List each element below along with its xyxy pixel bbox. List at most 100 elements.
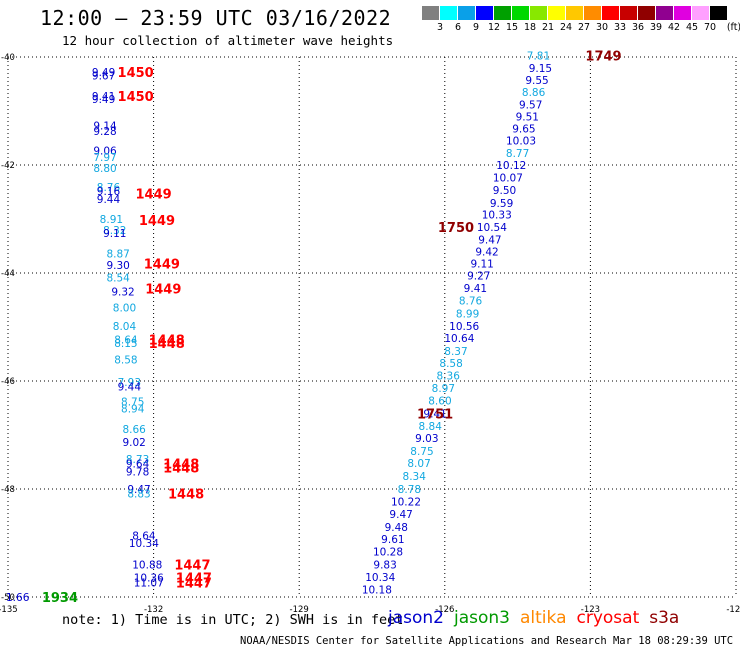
- lon-axis-label: -126: [435, 605, 454, 615]
- swh-value: 10.22: [391, 496, 421, 508]
- swh-value: 9.11: [470, 258, 493, 270]
- time-label: 1449: [144, 257, 180, 272]
- time-label: 1449: [136, 188, 172, 203]
- lat-axis-label: -50: [1, 593, 15, 603]
- swh-value: 10.36: [134, 573, 164, 585]
- swh-value: 10.34: [365, 572, 395, 584]
- swh-value: 10.03: [506, 136, 536, 148]
- swh-value: 1.66: [6, 592, 30, 604]
- legend-tick-label: 36: [631, 22, 645, 33]
- swh-value: 9.50: [493, 185, 516, 197]
- legend-swatch: [440, 6, 457, 20]
- legend-tick-label: 9: [472, 22, 480, 33]
- swh-value: 9.65: [512, 123, 535, 135]
- swh-value: 7.97: [93, 152, 116, 164]
- swh-value: 8.78: [398, 484, 421, 496]
- swh-value: 9.06: [93, 145, 117, 157]
- swh-value: 9.57: [519, 100, 542, 112]
- legend-swatch: [710, 6, 727, 20]
- legend-tick-label: 39: [649, 22, 663, 33]
- swh-value: 8.80: [93, 163, 116, 175]
- map-title: 12:00 — 23:59 UTC 03/16/2022: [40, 6, 392, 30]
- time-label: 1450: [118, 90, 154, 105]
- swh-value: 8.73: [126, 454, 149, 466]
- time-label: 1450: [118, 66, 154, 81]
- swh-value: 8.32: [103, 225, 126, 237]
- swh-value: 11.07: [134, 577, 164, 589]
- time-label: 1448: [163, 461, 199, 476]
- lat-axis-label: -46: [1, 377, 15, 387]
- swh-value: 8.07: [407, 458, 430, 470]
- swh-value: 9.48: [385, 522, 408, 534]
- time-label: 1449: [145, 283, 181, 298]
- legend-swatch: [548, 6, 565, 20]
- swh-value: 8.00: [113, 303, 136, 315]
- legend-swatch: [620, 6, 637, 20]
- swh-value: 9.28: [93, 126, 116, 138]
- legend-tick-label: 21: [541, 22, 555, 33]
- legend-tick-label: 42: [667, 22, 681, 33]
- time-label: 1750: [438, 221, 474, 236]
- swh-value: 9.16: [97, 186, 121, 198]
- swh-value: 8.84: [419, 421, 443, 433]
- legend-swatch: [512, 6, 529, 20]
- lon-axis-label: -123: [581, 605, 600, 615]
- swh-value: 9.30: [106, 260, 129, 272]
- swh-value: 7.93: [118, 377, 141, 389]
- legend-tick-label: 24: [559, 22, 573, 33]
- lat-axis-label: -44: [1, 269, 15, 279]
- swh-value: 8.97: [432, 383, 455, 395]
- time-label: 1934: [42, 591, 78, 606]
- swh-value: 9.42: [475, 246, 498, 258]
- swh-value: 8.58: [439, 358, 462, 370]
- swh-value: 8.75: [410, 446, 433, 458]
- lon-axis-label: -135: [0, 605, 18, 615]
- swh-value: 7.81: [527, 50, 550, 62]
- swh-value: 9.03: [415, 433, 438, 445]
- swh-value: 8.86: [522, 87, 546, 99]
- swh-value: 8.83: [127, 488, 150, 500]
- time-label: 1448: [168, 487, 204, 502]
- swh-value: 9.27: [467, 271, 490, 283]
- lat-axis-label: -42: [1, 161, 15, 171]
- swh-value: 8.37: [444, 346, 467, 358]
- swh-value: 10.07: [493, 172, 523, 184]
- swh-value: 9.14: [93, 121, 117, 133]
- swh-value: 9.67: [92, 70, 115, 82]
- time-label: 1448: [163, 458, 199, 473]
- legend-swatch: [602, 6, 619, 20]
- satellite-label-cryosat: cryosat: [576, 608, 640, 628]
- swh-value: 10.12: [496, 160, 526, 172]
- legend-tick-label: 70: [703, 22, 717, 33]
- swh-value: 8.54: [106, 272, 130, 284]
- swh-value: 8.77: [506, 148, 529, 160]
- time-label: 1749: [585, 49, 621, 64]
- satellite-label-altika: altika: [520, 608, 567, 628]
- swh-value: 8.76: [459, 296, 483, 308]
- legend-swatch: [656, 6, 673, 20]
- legend-tick-label: 12: [487, 22, 501, 33]
- swh-value: 9.59: [490, 198, 513, 210]
- lon-axis-label: -129: [290, 605, 309, 615]
- swh-value: 9.55: [525, 75, 548, 87]
- swh-value: 8.87: [106, 249, 129, 261]
- swh-value: 9.51: [516, 111, 539, 123]
- legend-swatch: [422, 6, 439, 20]
- legend-swatch: [530, 6, 547, 20]
- swh-value: 10.56: [449, 321, 479, 333]
- legend-swatch: [476, 6, 493, 20]
- legend-unit: (ft): [726, 22, 740, 33]
- swh-value: 9.32: [111, 286, 134, 298]
- swh-value: 8.64: [132, 530, 156, 542]
- swh-value: 9.83: [373, 560, 396, 572]
- swh-value: 8.58: [114, 354, 137, 366]
- swh-value: 9.47: [389, 509, 412, 521]
- swh-value: 8.99: [456, 309, 479, 321]
- time-label: 1449: [139, 214, 175, 229]
- swh-value: 9.02: [122, 437, 145, 449]
- swh-value: 9.41: [423, 408, 446, 420]
- swh-value: 8.04: [113, 321, 137, 333]
- satellite-label-jason3: jason3: [454, 608, 510, 628]
- legend-tick-label: 33: [613, 22, 627, 33]
- time-label: 1448: [149, 333, 185, 348]
